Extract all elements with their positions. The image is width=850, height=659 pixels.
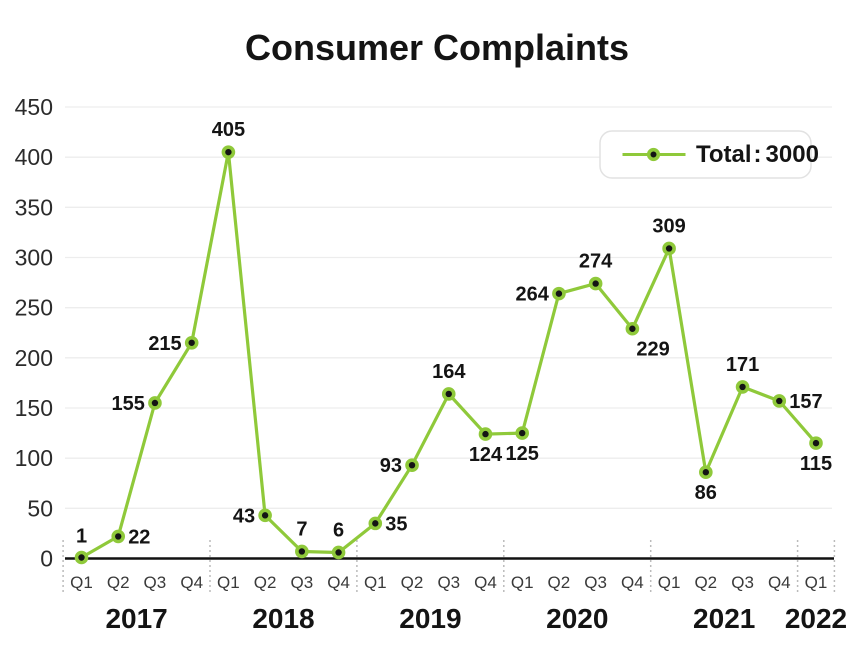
svg-text:250: 250 [15,295,53,321]
svg-text:157: 157 [789,391,822,413]
svg-text:350: 350 [15,194,53,220]
svg-text:Q1: Q1 [217,573,240,592]
svg-text:2020: 2020 [546,603,608,634]
svg-text:124: 124 [469,444,503,466]
svg-text:Q3: Q3 [437,573,460,592]
svg-text:Q3: Q3 [291,573,314,592]
svg-text:35: 35 [385,513,407,535]
svg-text:Q3: Q3 [144,573,167,592]
svg-text:Q1: Q1 [511,573,534,592]
svg-text:215: 215 [148,333,181,355]
svg-text:Q2: Q2 [401,573,424,592]
svg-text:Q1: Q1 [70,573,93,592]
svg-text:300: 300 [15,245,53,271]
svg-text:Q1: Q1 [658,573,681,592]
svg-text:6: 6 [333,520,344,542]
svg-text:43: 43 [233,505,255,527]
svg-text:229: 229 [636,339,669,361]
svg-text:2018: 2018 [252,603,314,634]
svg-text:2019: 2019 [399,603,461,634]
svg-text:86: 86 [695,482,717,504]
svg-text:2017: 2017 [105,603,167,634]
svg-text:Q4: Q4 [474,573,497,592]
svg-text:400: 400 [15,144,53,170]
svg-text:2021: 2021 [693,603,755,634]
svg-text:164: 164 [432,361,466,383]
svg-text:Total:3000: Total: 3000 [696,141,819,168]
svg-text:450: 450 [15,94,53,120]
svg-text:93: 93 [380,455,402,477]
svg-text:264: 264 [516,284,550,306]
svg-text:115: 115 [800,453,832,475]
svg-text:Q2: Q2 [694,573,717,592]
svg-text:125: 125 [506,443,539,465]
svg-text:Q1: Q1 [805,573,828,592]
svg-text:274: 274 [579,251,613,273]
svg-text:Q2: Q2 [548,573,571,592]
svg-text:2022: 2022 [785,603,847,634]
svg-text:7: 7 [296,519,307,541]
svg-text:50: 50 [27,495,53,521]
svg-text:100: 100 [15,445,53,471]
svg-text:405: 405 [212,119,245,141]
svg-text:171: 171 [726,354,759,376]
svg-text:150: 150 [15,395,53,421]
svg-text:309: 309 [652,216,685,238]
svg-text:1: 1 [76,526,87,548]
svg-text:0: 0 [40,546,53,572]
svg-text:22: 22 [128,526,150,548]
svg-text:Q4: Q4 [327,573,350,592]
svg-text:Q1: Q1 [364,573,387,592]
svg-text:Q4: Q4 [621,573,644,592]
svg-text:Q2: Q2 [107,573,130,592]
svg-text:Q3: Q3 [731,573,754,592]
svg-text:Q3: Q3 [584,573,607,592]
svg-text:Q4: Q4 [180,573,203,592]
svg-text:Q4: Q4 [768,573,791,592]
svg-text:200: 200 [15,345,53,371]
svg-text:155: 155 [112,393,145,415]
svg-text:Q2: Q2 [254,573,277,592]
